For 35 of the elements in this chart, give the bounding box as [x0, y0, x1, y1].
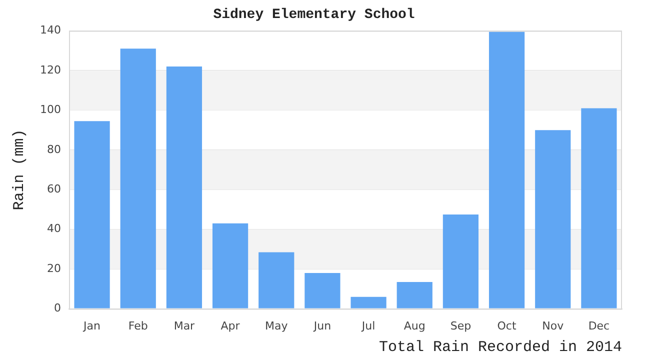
- x-tick-label: May: [264, 319, 288, 332]
- bar: [535, 130, 571, 308]
- y-tick-label: 140: [40, 24, 61, 37]
- bar: [488, 32, 525, 308]
- x-tick-label: Jun: [312, 319, 332, 332]
- x-tick-label: Aug: [404, 319, 426, 332]
- bar: [442, 214, 479, 308]
- bar: [74, 121, 110, 308]
- x-tick-label: Sep: [450, 319, 472, 332]
- chart-title: Sidney Elementary School: [213, 6, 415, 23]
- x-tick-label: Dec: [588, 319, 610, 332]
- bar: [166, 66, 202, 308]
- bar: [396, 282, 432, 308]
- bar: [212, 223, 248, 308]
- y-tick-label: 100: [40, 103, 61, 116]
- y-tick-label: 60: [46, 182, 61, 196]
- y-tick-label: 40: [46, 222, 61, 236]
- x-tick-label: Jan: [82, 319, 101, 332]
- bar: [350, 296, 386, 308]
- x-tick-label: Mar: [174, 319, 196, 332]
- bar: [258, 252, 294, 308]
- x-tick-label: Oct: [497, 319, 517, 332]
- x-tick-label: Feb: [128, 319, 148, 332]
- y-axis-title: Rain (mm): [10, 129, 28, 210]
- bar: [581, 108, 617, 308]
- y-tick-label: 0: [54, 302, 61, 315]
- x-axis-title: Total Rain Recorded in 2014: [378, 338, 622, 356]
- bar: [304, 273, 340, 308]
- y-tick-label: 80: [46, 142, 61, 156]
- y-tick-label: 20: [46, 262, 61, 275]
- x-tick-label: Nov: [542, 319, 564, 332]
- x-tick-label: Jul: [360, 319, 376, 332]
- y-tick-label: 120: [40, 63, 61, 76]
- x-tick-label: Apr: [220, 319, 240, 332]
- bar: [120, 48, 156, 308]
